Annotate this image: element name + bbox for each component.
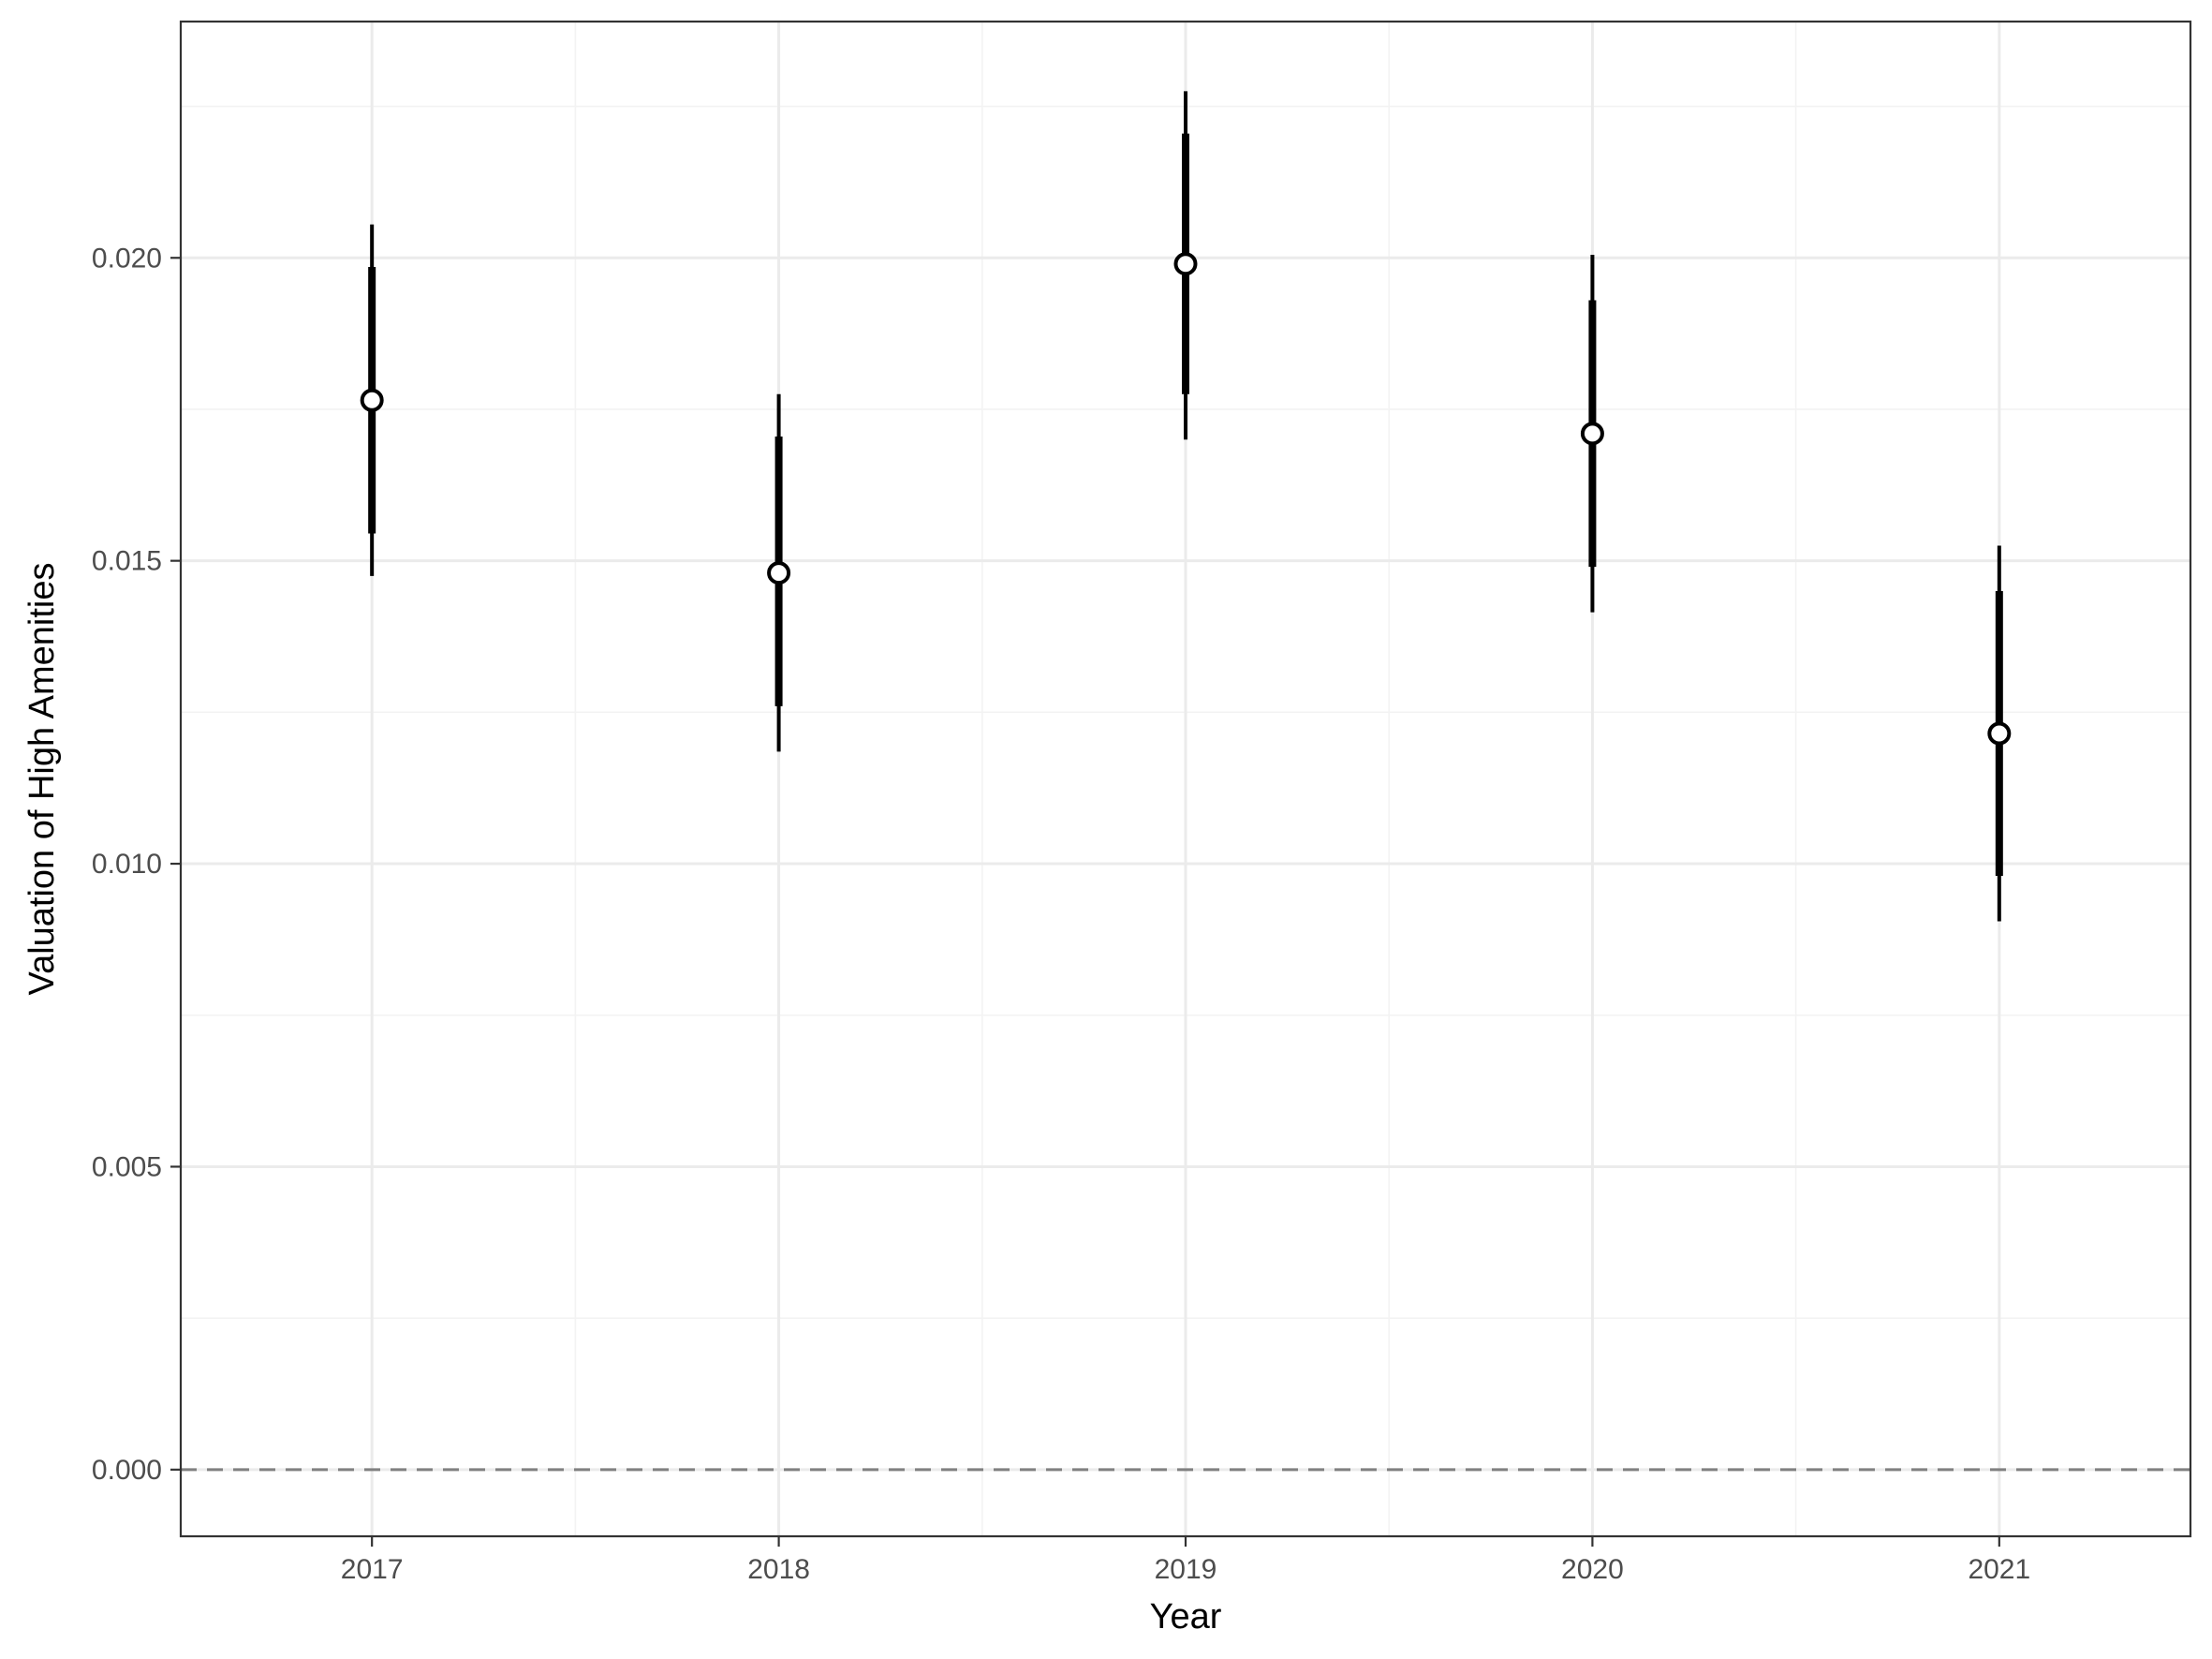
point-2017 [360, 388, 384, 412]
x-tick-label: 2020 [1561, 1554, 1624, 1585]
y-tick-label: 0.015 [92, 546, 162, 577]
y-tick-label: 0.000 [92, 1455, 162, 1486]
x-tick-label: 2017 [341, 1554, 404, 1585]
y-tick-label: 0.020 [92, 243, 162, 274]
x-tick-label: 2018 [747, 1554, 810, 1585]
y-tick-label: 0.010 [92, 849, 162, 880]
x-axis-title: Year [1150, 1597, 1222, 1637]
x-axis: 2017 2018 2019 2020 2021 [341, 1536, 2030, 1585]
point-2021 [1987, 721, 2012, 746]
y-tick-label: 0.005 [92, 1151, 162, 1182]
y-axis: 0.000 0.005 0.010 0.015 0.020 [92, 243, 181, 1486]
point-2019 [1173, 252, 1198, 276]
point-2018 [767, 561, 791, 585]
point-2020 [1580, 422, 1604, 446]
point-layer [360, 252, 2012, 746]
x-tick-label: 2019 [1155, 1554, 1217, 1585]
y-axis-title: Valuation of High Amenities [22, 563, 62, 996]
x-tick-label: 2021 [1968, 1554, 2030, 1585]
